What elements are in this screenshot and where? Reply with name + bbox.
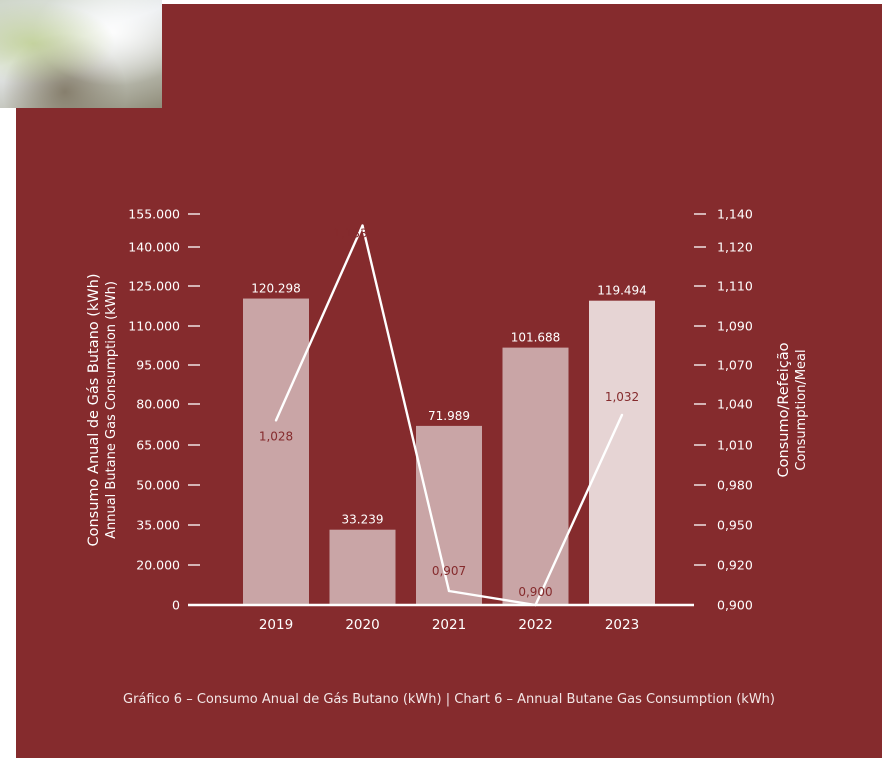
left-tick-label: 95.000 [136,358,180,373]
bar-2022 [502,347,569,605]
right-axis-title-line2: Consumption/Meal [794,349,809,470]
x-tick-2019: 2019 [259,617,293,633]
x-tick-2020: 2020 [345,617,379,633]
line-series [274,224,624,607]
x-axis-tick-labels: 2019 2020 2021 2022 2023 [259,617,639,633]
right-axis-title-line1: Consumo/Refeição [776,342,792,477]
right-tick-label: 1,070 [717,358,753,373]
bar-value-label-2020: 33.239 [342,513,384,527]
right-tick-label: 0,980 [717,478,753,493]
right-tick-label: 1,090 [717,319,753,334]
left-y-axis: 0 20.000 35.000 50.000 65.000 80.000 95.000 110… [128,207,200,613]
bar-2020 [329,529,396,605]
bar-value-label-2023: 119.494 [597,284,647,298]
right-tick-label: 1,120 [717,240,753,255]
bar-2021 [416,425,482,605]
line-point-2021 [447,589,451,593]
line-value-label-2023: 1,032 [605,390,639,404]
right-tick-label: 1,110 [717,279,753,294]
right-tick-label: 1,140 [717,207,753,222]
x-tick-2023: 2023 [605,617,639,633]
decorative-photo [0,0,162,108]
line-value-labels: 1,028 1,133 0,907 0,900 1,032 [259,227,639,599]
line-value-label-2019: 1,028 [259,429,293,443]
left-tick-label: 20.000 [136,558,180,573]
left-tick-label: 0 [172,598,180,613]
bar-value-label-2021: 71.989 [428,409,470,423]
bar-2019 [243,298,309,605]
left-tick-label: 110.000 [128,319,180,334]
bar-value-labels: 120.298 33.239 71.989 101.688 119.494 [251,282,647,527]
left-tick-label: 125.000 [128,279,180,294]
left-tick-label: 80.000 [136,397,180,412]
right-tick-label: 1,010 [717,438,753,453]
left-tick-label: 50.000 [136,478,180,493]
left-axis-title-line2: Annual Butane Gas Consumption (kWh) [104,281,119,539]
x-tick-2022: 2022 [518,617,552,633]
right-tick-label: 1,040 [717,397,753,412]
x-tick-2021: 2021 [432,617,466,633]
bar-series [243,298,655,605]
right-tick-label: 0,920 [717,558,753,573]
left-tick-label: 140.000 [128,240,180,255]
bar-value-label-2019: 120.298 [251,282,301,296]
line-value-label-2020: 1,133 [333,227,367,241]
right-tick-label: 0,900 [717,598,753,613]
chart-caption: Gráfico 6 – Consumo Anual de Gás Butano … [123,692,775,707]
bar-2023 [589,300,655,605]
left-axis-title-line1: Consumo Anual de Gás Butano (kWh) [86,274,102,547]
line-value-label-2021: 0,907 [432,564,466,578]
line-value-label-2022: 0,900 [518,585,552,599]
line-point-2020 [361,224,364,227]
left-tick-label: 65.000 [136,438,180,453]
right-tick-label: 0,950 [717,518,753,533]
bar-value-label-2022: 101.688 [511,331,561,345]
left-tick-label: 155.000 [128,207,180,222]
line-point-2022 [534,603,537,607]
line-point-2019 [274,419,278,422]
left-tick-label: 35.000 [136,518,180,533]
chart-panel [16,4,882,758]
right-y-axis: 0,900 0,920 0,950 0,980 1,010 1,040 1,070 1,090… [694,207,753,613]
line-point-2023 [620,413,624,417]
